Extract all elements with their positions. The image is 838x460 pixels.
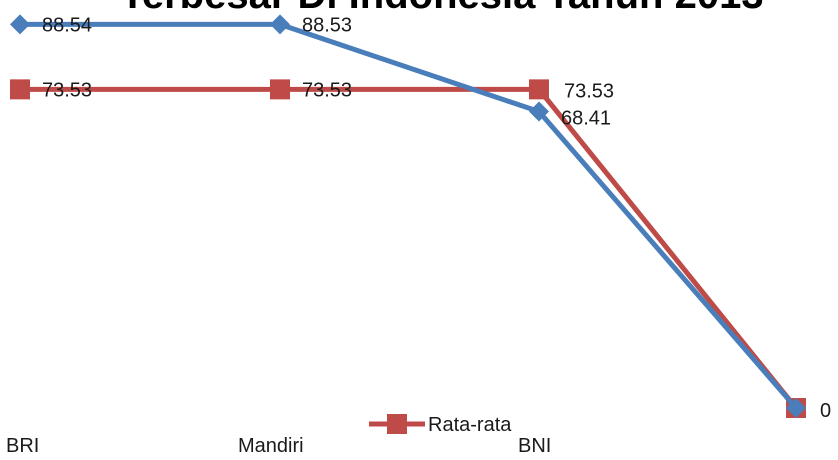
- series-0-point-2: [529, 101, 549, 122]
- legend: Rata-rata: [369, 414, 512, 436]
- data-label-s0-p2: 68.41: [561, 108, 611, 130]
- data-label-s0-p0: 88.54: [42, 14, 92, 36]
- data-label-s1-p1: 73.53: [302, 79, 352, 101]
- x-tick-label-1: Mandiri: [238, 435, 304, 457]
- series-1-point-1: [270, 79, 290, 100]
- data-label-s0-p1: 88.53: [302, 14, 352, 36]
- legend-label-1: Rata-rata: [428, 414, 512, 436]
- series-1-point-2: [529, 79, 549, 100]
- data-label-s1-p0: 73.53: [42, 79, 92, 101]
- series-layer: [10, 14, 806, 418]
- data-label-layer: 88.54 88.53 68.41 73.53 73.53 73.53 0: [42, 14, 831, 422]
- series-line-rata-rata: [20, 86, 798, 410]
- chart-title: Terbesar Di Indonesia Tahun 2013: [120, 0, 763, 17]
- data-label-s1-p2: 73.53: [564, 80, 614, 102]
- series-1-point-0: [10, 79, 30, 100]
- data-label-s1-p3: 0: [820, 400, 831, 422]
- x-axis-tick-labels: BRI Mandiri BNI: [6, 435, 551, 457]
- legend-marker-1: [387, 414, 407, 434]
- x-tick-label-2: BNI: [518, 435, 551, 457]
- series-0-point-3: [786, 398, 806, 418]
- series-0-point-0: [10, 14, 30, 35]
- x-tick-label-0: BRI: [6, 435, 39, 457]
- series-0-point-1: [270, 14, 290, 35]
- series-line-0: [19, 21, 798, 410]
